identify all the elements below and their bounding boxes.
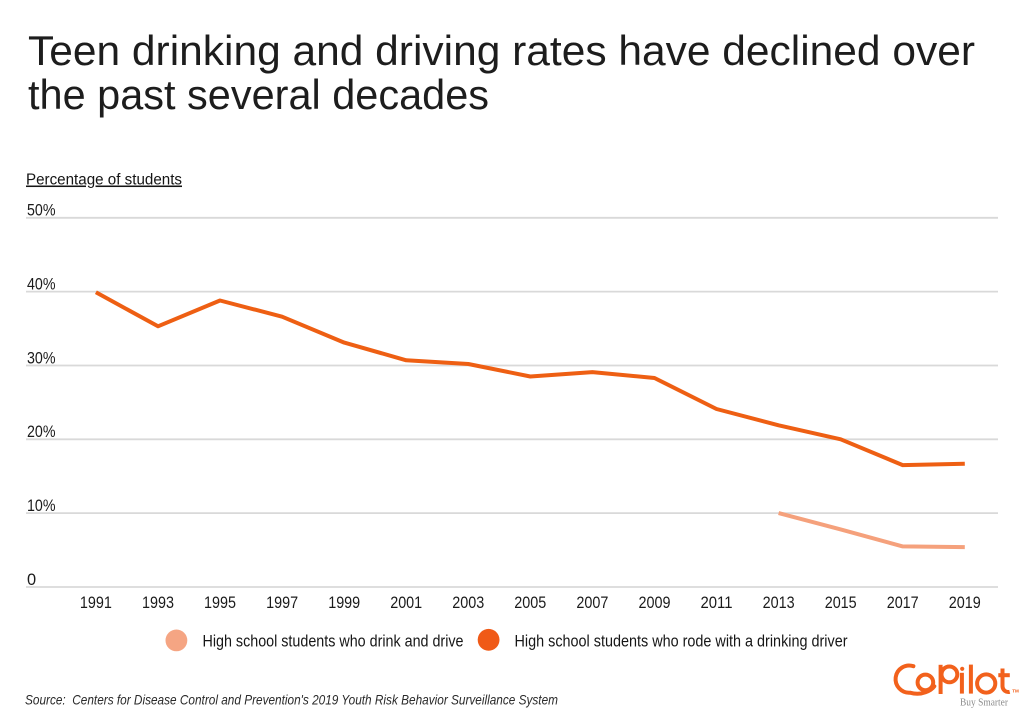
- svg-text:Teen drinking and driving rate: Teen drinking and driving rates have dec…: [28, 27, 975, 74]
- svg-text:1997: 1997: [266, 594, 298, 612]
- svg-text:50%: 50%: [27, 202, 56, 220]
- svg-text:1991: 1991: [80, 594, 112, 612]
- svg-text:20%: 20%: [27, 423, 56, 441]
- svg-text:10%: 10%: [27, 497, 56, 515]
- svg-text:1995: 1995: [204, 594, 236, 612]
- svg-text:2007: 2007: [576, 594, 608, 612]
- svg-text:2003: 2003: [452, 594, 484, 612]
- svg-text:Source: Centers for Disease C: Source: Centers for Disease Control and …: [25, 691, 558, 707]
- svg-text:TM: TM: [1012, 689, 1019, 694]
- svg-text:2013: 2013: [763, 594, 795, 612]
- svg-text:2015: 2015: [825, 594, 857, 612]
- svg-text:the past several decades: the past several decades: [28, 71, 489, 118]
- svg-text:Buy Smarter: Buy Smarter: [960, 696, 1008, 708]
- svg-text:High school students who drink: High school students who drink and drive: [203, 633, 464, 651]
- svg-text:40%: 40%: [27, 275, 56, 293]
- svg-text:0: 0: [27, 571, 36, 589]
- svg-text:Percentage of students: Percentage of students: [26, 172, 182, 189]
- svg-text:1999: 1999: [328, 594, 360, 612]
- svg-text:2017: 2017: [887, 594, 919, 612]
- svg-text:30%: 30%: [27, 349, 56, 367]
- svg-text:High school students who rode: High school students who rode with a dri…: [515, 633, 849, 651]
- svg-text:2001: 2001: [390, 594, 422, 612]
- svg-text:2009: 2009: [639, 594, 671, 612]
- svg-text:2005: 2005: [514, 594, 546, 612]
- svg-text:1993: 1993: [142, 594, 174, 612]
- svg-text:2011: 2011: [701, 594, 733, 612]
- svg-text:2019: 2019: [949, 594, 981, 612]
